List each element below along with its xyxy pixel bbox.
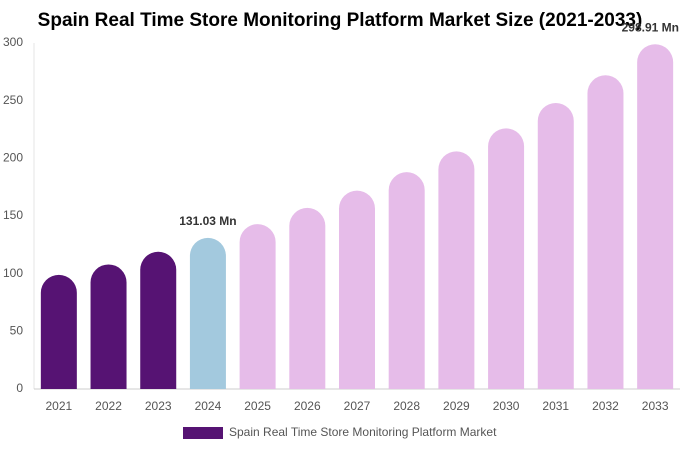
value-label: 298.91 Mn	[622, 20, 679, 34]
x-tick-label: 2027	[344, 399, 371, 413]
y-tick-label: 300	[3, 35, 23, 49]
bar	[239, 224, 276, 389]
legend-label: Spain Real Time Store Monitoring Platfor…	[229, 425, 497, 439]
bar	[40, 274, 77, 389]
x-tick-label: 2021	[45, 399, 72, 413]
bar	[488, 128, 525, 389]
bar	[537, 102, 574, 390]
x-tick-label: 2028	[393, 399, 420, 413]
bar	[140, 251, 177, 389]
bar	[339, 190, 375, 389]
value-label: 131.03 Mn	[179, 214, 236, 228]
x-tick-label: 2022	[95, 399, 122, 413]
bar	[189, 237, 226, 389]
bar	[90, 264, 127, 389]
bar	[637, 44, 674, 389]
bar	[289, 207, 326, 389]
legend-swatch	[183, 427, 223, 439]
x-tick-label: 2032	[592, 399, 619, 413]
y-tick-label: 250	[3, 93, 23, 107]
x-tick-label: 2029	[443, 399, 470, 413]
y-tick-label: 0	[16, 381, 23, 395]
chart-title: Spain Real Time Store Monitoring Platfor…	[38, 10, 643, 31]
bar	[587, 75, 624, 389]
x-tick-label: 2033	[642, 399, 669, 413]
bar	[388, 172, 425, 389]
y-tick-label: 200	[3, 151, 23, 165]
y-tick-label: 150	[3, 208, 23, 222]
x-tick-label: 2023	[145, 399, 172, 413]
x-tick-label: 2031	[542, 399, 569, 413]
x-tick-label: 2024	[195, 399, 222, 413]
y-tick-label: 50	[10, 324, 24, 338]
bar	[438, 151, 475, 389]
x-tick-label: 2030	[493, 399, 520, 413]
x-tick-label: 2026	[294, 399, 321, 413]
x-tick-label: 2025	[244, 399, 271, 413]
y-tick-label: 100	[3, 266, 23, 280]
